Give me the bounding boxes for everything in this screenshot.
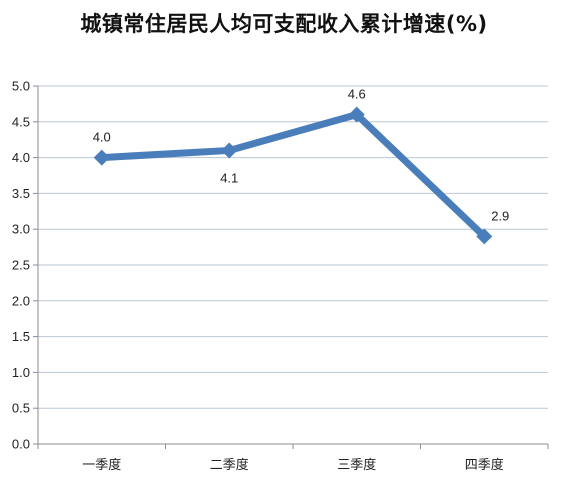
y-tick-label: 1.5 <box>12 329 30 344</box>
y-tick-label: 3.0 <box>12 222 30 237</box>
data-point-marker <box>476 228 493 245</box>
series-line-path <box>98 111 488 240</box>
y-tick-label: 4.5 <box>12 114 30 129</box>
data-label: 2.9 <box>491 208 509 223</box>
axes <box>33 85 549 449</box>
y-tick-label: 4.0 <box>12 150 30 165</box>
y-tick-label: 3.5 <box>12 186 30 201</box>
data-label: 4.0 <box>93 130 111 145</box>
y-axis-tick-labels: 0.0 0.5 1.0 1.5 2.0 2.5 3.0 3.5 4.0 4.5 5.0 <box>12 79 30 452</box>
data-point-marker <box>348 106 365 123</box>
x-category-label: 一季度 <box>82 457 121 473</box>
data-label: 4.6 <box>348 87 366 102</box>
series-markers <box>93 106 493 245</box>
y-tick-label: 2.0 <box>12 293 30 308</box>
x-category-label: 二季度 <box>210 457 249 473</box>
chart-title: 城镇常住居民人均可支配收入累计增速(%) <box>80 12 488 36</box>
series-line <box>98 111 488 240</box>
data-label: 4.1 <box>220 170 238 185</box>
y-tick-label: 5.0 <box>12 79 30 94</box>
y-tick-label: 0.5 <box>12 401 30 416</box>
data-point-marker <box>221 142 238 159</box>
y-tick-label: 1.0 <box>12 365 30 380</box>
x-axis-category-labels: 一季度 二季度 三季度 四季度 <box>82 457 504 473</box>
y-tick-label: 2.5 <box>12 258 30 273</box>
y-tick-label: 0.0 <box>12 437 30 452</box>
data-point-marker <box>93 149 110 166</box>
x-category-label: 三季度 <box>337 457 376 473</box>
x-category-label: 四季度 <box>465 457 504 473</box>
data-labels: 4.0 4.1 4.6 2.9 <box>93 87 510 224</box>
